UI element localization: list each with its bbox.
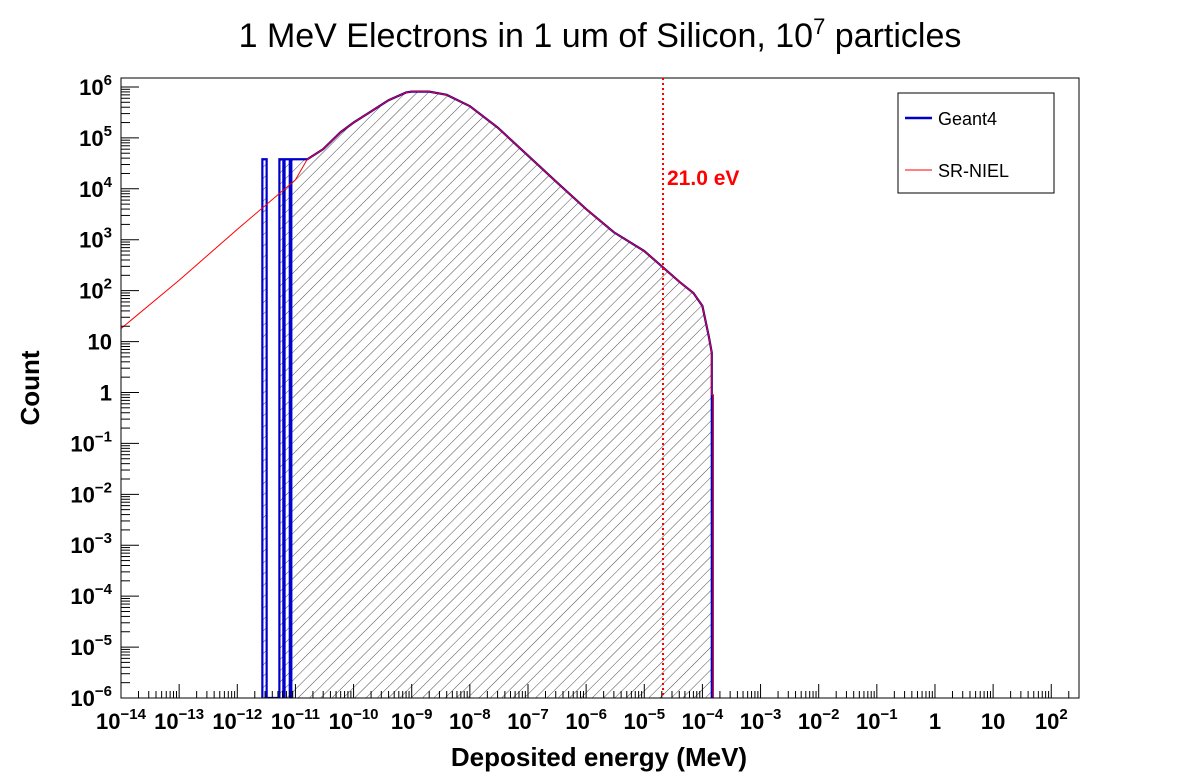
plot-frame [120,77,1080,699]
x-tick-label: 10−13 [154,706,204,734]
x-tick-label: 10−11 [271,706,320,734]
x-tick-label: 10−2 [798,706,840,734]
x-tick-label: 10−10 [329,706,379,734]
annotations: 21.0 eV [662,78,739,698]
x-tick-label: 10 [981,709,1005,734]
y-tick-label: 10−4 [70,581,112,609]
y-tick-label: 106 [79,72,112,100]
series-line-sr-niel [121,91,1079,698]
legend: Geant4 SR-NIEL [897,92,1055,194]
legend-label-sr-niel: SR-NIEL [938,161,1009,181]
x-tick-label: 10−12 [212,706,262,734]
y-tick-label: 10−2 [70,479,112,507]
x-tick-label: 1 [929,709,941,734]
chart-title: 1 MeV Electrons in 1 um of Silicon, 107 … [239,14,962,55]
y-tick-label: 105 [79,123,112,151]
x-tick-label: 10−5 [623,706,665,734]
x-tick-label: 10−7 [507,706,549,734]
y-tick-label: 102 [79,276,112,304]
x-tick-label: 10−6 [565,706,607,734]
x-tick-label: 10−1 [856,706,898,734]
x-tick-label: 10−9 [391,706,433,734]
x-tick-label: 10−3 [740,706,782,734]
chart-title-sup: 7 [813,14,825,39]
y-tick-label: 10−3 [70,530,112,558]
y-tick-label: 103 [79,225,112,253]
y-tick-label: 10−6 [70,683,112,711]
legend-box [897,92,1055,194]
threshold-label: 21.0 eV [667,167,739,190]
series-fill-geant4 [262,91,712,698]
y-tick-label: 104 [79,174,112,202]
x-tick-label: 102 [1035,706,1068,734]
y-tick-label: 10−5 [70,632,112,660]
plot-area [121,90,1079,698]
plot-frame-rect [120,77,1080,699]
y-tick-label: 10−1 [70,428,112,456]
x-tick-label: 10−14 [96,706,147,734]
chart-title-tail: particles [825,17,961,55]
y-axis-label: Count [15,350,45,425]
y-tick-label: 10 [88,330,112,355]
y-tick-label: 1 [100,380,112,405]
legend-label-geant4: Geant4 [938,109,997,129]
x-tick-label: 10−4 [682,706,724,734]
x-axis-label: Deposited energy (MeV) [451,742,747,772]
axes: 10−14 10−13 10−12 10−11 10−10 10−9 10−8 10−7 10−… [70,72,1080,734]
chart-title-base: 1 MeV Electrons in 1 um of Silicon, 10 [239,17,814,55]
x-tick-label: 10−8 [449,706,491,734]
